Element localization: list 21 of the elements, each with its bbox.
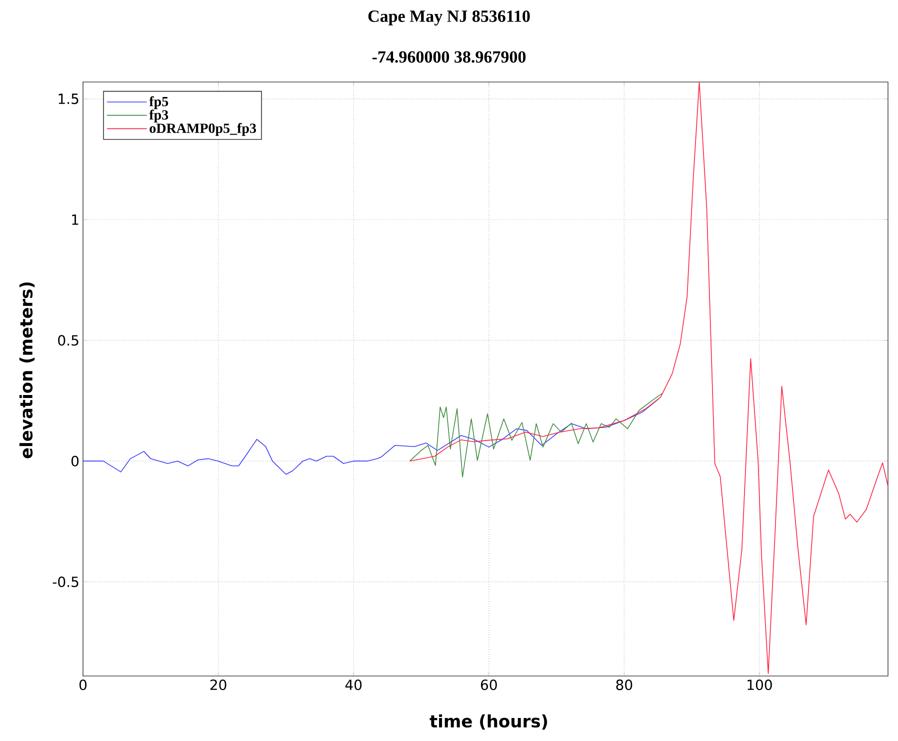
x-tick-label: 60	[480, 680, 497, 690]
legend-label: fp5	[149, 96, 168, 110]
line-series	[409, 82, 888, 674]
x-tick-label: 80	[616, 680, 632, 690]
x-tick-label: 100	[748, 680, 772, 690]
chart-title: Cape May NJ 8536110	[368, 10, 530, 26]
x-tick-label: 20	[210, 680, 226, 690]
x-tick-label: 0	[79, 680, 87, 690]
y-tick-label: 0	[71, 456, 79, 466]
x-axis-title: time (hours)	[430, 714, 548, 730]
y-axis-title: elevation (meters)	[19, 282, 35, 458]
y-tick-label: -0.5	[52, 576, 78, 588]
y-tick-label: 0.5	[58, 335, 78, 346]
y-tick-label: 1	[72, 214, 78, 225]
line-series	[409, 393, 662, 478]
chart-subtitle: -74.960000 38.967900	[372, 51, 526, 63]
y-tick-label: 1.5	[58, 94, 78, 104]
x-tick-label: 40	[345, 680, 362, 690]
legend-label: oDRAMP0p5_fp3	[150, 123, 256, 136]
line-series	[83, 398, 660, 475]
legend-label: fp3	[149, 110, 168, 122]
